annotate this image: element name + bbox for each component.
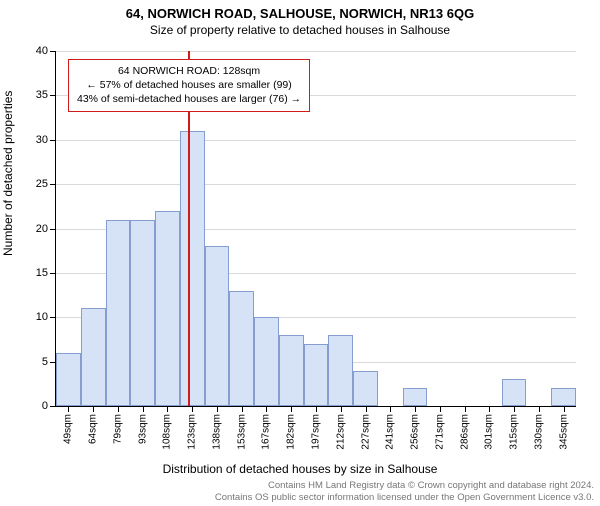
grid-line: [56, 51, 576, 52]
y-tick-label: 0: [42, 400, 48, 412]
x-tick: [167, 406, 168, 412]
y-tick-label: 5: [42, 356, 48, 368]
x-tick: [316, 406, 317, 412]
y-tick: [50, 229, 56, 230]
x-tick-label: 64sqm: [88, 414, 99, 444]
x-axis-title: Distribution of detached houses by size …: [0, 462, 600, 476]
x-tick: [366, 406, 367, 412]
plot-area: 051015202530354049sqm64sqm79sqm93sqm108s…: [55, 51, 576, 407]
x-tick: [68, 406, 69, 412]
x-tick: [514, 406, 515, 412]
x-tick: [465, 406, 466, 412]
y-tick-label: 40: [36, 45, 48, 57]
y-tick-label: 20: [36, 223, 48, 235]
x-tick: [118, 406, 119, 412]
y-tick-label: 30: [36, 134, 48, 146]
x-tick-label: 123sqm: [187, 414, 198, 450]
x-tick: [415, 406, 416, 412]
histogram-bar: [551, 388, 576, 406]
histogram-bar: [106, 220, 131, 406]
y-tick-label: 15: [36, 267, 48, 279]
x-tick: [93, 406, 94, 412]
histogram-bar: [403, 388, 428, 406]
x-tick-label: 153sqm: [236, 414, 247, 450]
x-tick: [217, 406, 218, 412]
histogram-bar: [130, 220, 155, 406]
x-tick-label: 286sqm: [459, 414, 470, 450]
callout-line: 64 NORWICH ROAD: 128sqm: [77, 64, 301, 78]
y-axis-title: Number of detached properties: [1, 91, 15, 256]
x-tick: [390, 406, 391, 412]
histogram-bar: [279, 335, 304, 406]
x-tick: [440, 406, 441, 412]
histogram-bar: [304, 344, 329, 406]
footer-line: Contains OS public sector information li…: [215, 492, 594, 504]
x-tick-label: 93sqm: [137, 414, 148, 444]
y-tick: [50, 317, 56, 318]
histogram-bar: [81, 308, 106, 406]
y-tick-label: 10: [36, 311, 48, 323]
histogram-bar: [205, 246, 230, 406]
histogram-bar: [353, 371, 378, 407]
x-tick-label: 49sqm: [63, 414, 74, 444]
histogram-bar: [229, 291, 254, 406]
x-tick: [341, 406, 342, 412]
x-tick-label: 138sqm: [211, 414, 222, 450]
histogram-bar: [328, 335, 353, 406]
footer-attribution: Contains HM Land Registry data © Crown c…: [215, 480, 594, 504]
x-tick: [291, 406, 292, 412]
chart-container: 64, NORWICH ROAD, SALHOUSE, NORWICH, NR1…: [0, 6, 600, 506]
x-tick-label: 197sqm: [311, 414, 322, 450]
x-tick-label: 330sqm: [533, 414, 544, 450]
y-tick-label: 25: [36, 178, 48, 190]
histogram-bar: [254, 317, 279, 406]
x-tick-label: 79sqm: [112, 414, 123, 444]
x-tick-label: 241sqm: [385, 414, 396, 450]
x-tick-label: 167sqm: [261, 414, 272, 450]
y-tick: [50, 95, 56, 96]
x-tick: [192, 406, 193, 412]
chart-subtitle: Size of property relative to detached ho…: [0, 23, 600, 37]
x-tick-label: 315sqm: [509, 414, 520, 450]
callout-line: ← 57% of detached houses are smaller (99…: [77, 78, 301, 92]
footer-line: Contains HM Land Registry data © Crown c…: [215, 480, 594, 492]
histogram-bar: [502, 379, 527, 406]
chart-title: 64, NORWICH ROAD, SALHOUSE, NORWICH, NR1…: [0, 6, 600, 21]
x-tick-label: 271sqm: [434, 414, 445, 450]
y-tick: [50, 273, 56, 274]
grid-line: [56, 184, 576, 185]
x-tick-label: 108sqm: [162, 414, 173, 450]
histogram-bar: [155, 211, 180, 406]
y-tick: [50, 406, 56, 407]
x-tick-label: 182sqm: [286, 414, 297, 450]
x-tick: [143, 406, 144, 412]
x-tick-label: 227sqm: [360, 414, 371, 450]
x-tick: [564, 406, 565, 412]
x-tick: [266, 406, 267, 412]
x-tick: [539, 406, 540, 412]
x-tick-label: 345sqm: [558, 414, 569, 450]
x-tick-label: 256sqm: [410, 414, 421, 450]
y-tick: [50, 51, 56, 52]
x-tick: [489, 406, 490, 412]
histogram-bar: [56, 353, 81, 406]
y-tick: [50, 140, 56, 141]
x-tick: [242, 406, 243, 412]
grid-line: [56, 140, 576, 141]
histogram-bar: [180, 131, 205, 406]
y-tick-label: 35: [36, 89, 48, 101]
x-tick-label: 301sqm: [484, 414, 495, 450]
callout-line: 43% of semi-detached houses are larger (…: [77, 92, 301, 106]
x-tick-label: 212sqm: [335, 414, 346, 450]
y-tick: [50, 184, 56, 185]
marker-callout: 64 NORWICH ROAD: 128sqm← 57% of detached…: [68, 59, 310, 112]
